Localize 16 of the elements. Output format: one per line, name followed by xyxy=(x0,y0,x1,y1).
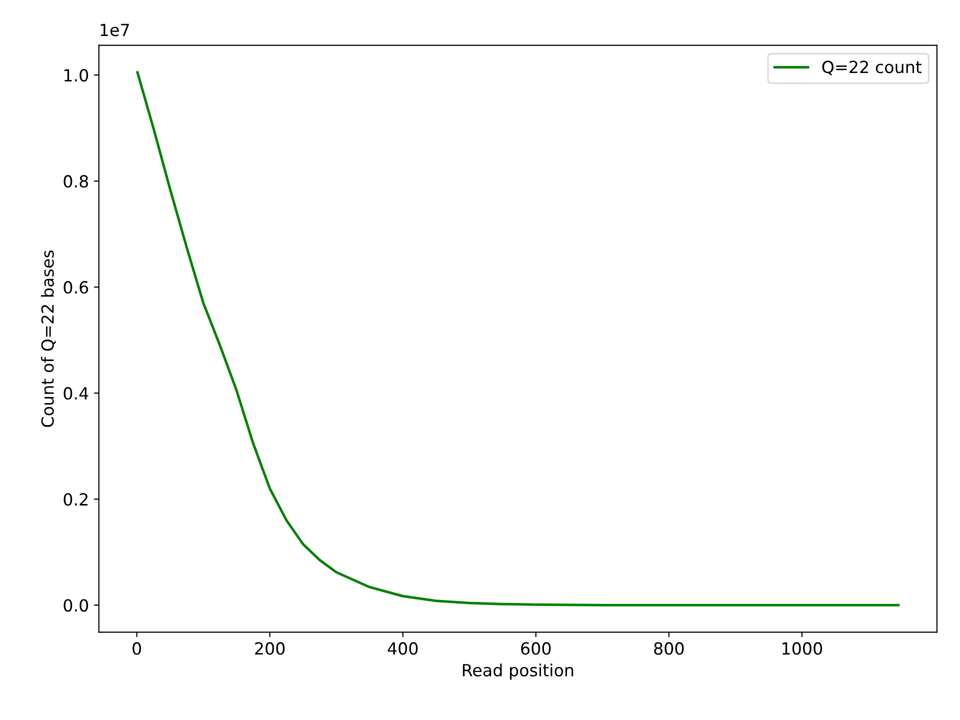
x-tick-label: 800 xyxy=(654,642,684,655)
text: 1e7 xyxy=(100,24,129,36)
y-tick-label: 0.8 xyxy=(64,175,88,188)
legend-label: Q=22 count xyxy=(822,60,922,76)
y-tick-label: 0.4 xyxy=(64,387,88,400)
x-tick-label: 200 xyxy=(255,642,285,655)
x-tick-label: 400 xyxy=(388,642,418,655)
y-tick-label: 0.0 xyxy=(64,599,88,612)
y-axis-title: Count of Q=22 bases xyxy=(40,250,56,427)
x-axis-title: Read position xyxy=(462,664,574,680)
y-tick-label: 1.0 xyxy=(64,69,88,82)
x-tick-label: 600 xyxy=(521,642,551,655)
x-tick-label: 0 xyxy=(132,642,141,655)
y-tick-label: 0.2 xyxy=(64,493,88,506)
y-tick-label: 0.6 xyxy=(64,281,88,294)
x-tick-label: 1000 xyxy=(782,642,822,655)
